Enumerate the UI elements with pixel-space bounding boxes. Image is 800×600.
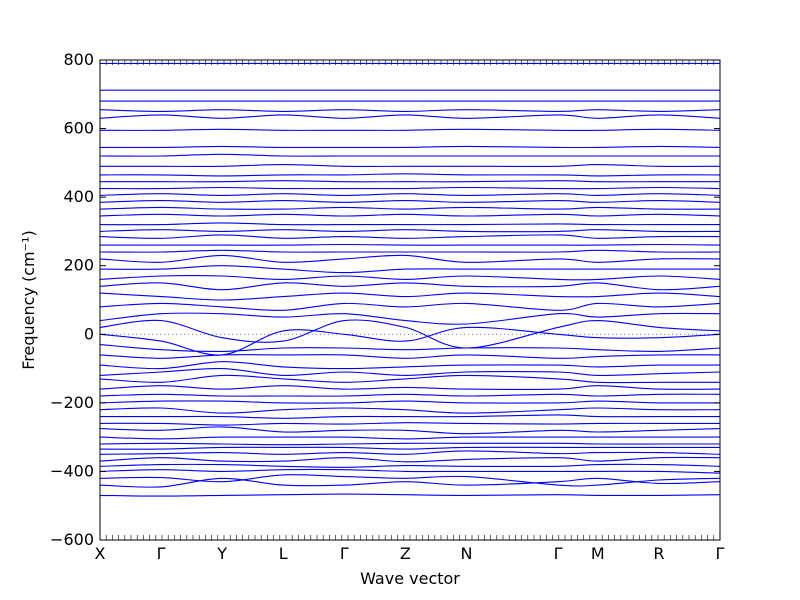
band-line-4: [100, 468, 720, 474]
band-line-40: [100, 193, 720, 196]
plot-frame: [99, 59, 721, 541]
band-line-3: [100, 474, 720, 487]
band-line-13: [100, 414, 720, 419]
y-tick-label: −200: [50, 393, 94, 412]
band-line-2: [100, 477, 720, 488]
band-line-44: [100, 164, 720, 167]
y-tick-label: 400: [63, 187, 94, 206]
band-line-33: [100, 243, 720, 246]
band-line-27: [100, 292, 720, 301]
band-line-8: [100, 446, 720, 450]
x-tick-label: Γ: [716, 544, 725, 563]
x-tick-label: X: [95, 544, 106, 563]
band-line-32: [100, 249, 720, 253]
band-line-11: [100, 426, 720, 435]
x-tick-label: Γ: [157, 544, 166, 563]
band-line-6: [100, 456, 720, 463]
band-line-15: [100, 400, 720, 404]
band-line-38: [100, 206, 720, 210]
band-line-43: [100, 173, 720, 177]
band-line-36: [100, 222, 720, 226]
band-line-46: [100, 145, 720, 149]
y-tick-label: −400: [50, 461, 94, 480]
band-line-10: [100, 436, 720, 440]
band-line-22: [100, 344, 720, 353]
band-line-18: [100, 374, 720, 384]
y-tick-label: 600: [63, 119, 94, 138]
band-line-28: [100, 282, 720, 291]
band-line-31: [100, 254, 720, 263]
y-tick-label: −600: [50, 530, 94, 549]
band-line-34: [100, 234, 720, 239]
band-line-39: [100, 200, 720, 203]
band-line-29: [100, 275, 720, 281]
band-line-21: [100, 354, 720, 359]
band-line-23: [100, 326, 720, 356]
band-line-9: [100, 442, 720, 446]
x-tick-label: L: [279, 544, 288, 563]
band-line-1: [100, 493, 720, 497]
band-line-25: [100, 312, 720, 325]
y-tick-label: 800: [63, 50, 94, 69]
band-line-42: [100, 180, 720, 183]
band-line-12: [100, 422, 720, 426]
band-line-20: [100, 361, 720, 370]
band-line-30: [100, 265, 720, 274]
x-tick-label: N: [461, 544, 473, 563]
x-tick-label: Z: [400, 544, 411, 563]
band-line-16: [100, 393, 720, 397]
x-tick-label: M: [591, 544, 605, 563]
band-line-17: [100, 385, 720, 390]
band-line-7: [100, 450, 720, 455]
x-axis-label: Wave vector: [360, 569, 460, 588]
x-tick-label: R: [653, 544, 664, 563]
band-line-24: [100, 319, 720, 349]
band-line-19: [100, 367, 720, 376]
band-line-5: [100, 463, 720, 468]
bands-layer: [100, 62, 720, 497]
y-axis-ticks: −600 −400 −200 0 200 400 600 800: [50, 50, 720, 549]
axes-layer: [99, 59, 721, 541]
band-line-35: [100, 229, 720, 233]
band-line-14: [100, 407, 720, 414]
y-tick-label: 200: [63, 256, 94, 275]
band-line-37: [100, 213, 720, 217]
band-line-26: [100, 302, 720, 311]
y-axis-label: Frequency (cm⁻¹): [19, 230, 38, 369]
x-tick-label: Γ: [554, 544, 563, 563]
x-tick-label: Y: [216, 544, 227, 563]
band-line-49: [100, 109, 720, 112]
band-line-48: [100, 114, 720, 119]
band-line-47: [100, 128, 720, 131]
band-line-41: [100, 186, 720, 190]
x-tick-label: Γ: [340, 544, 349, 563]
y-tick-label: 0: [84, 324, 94, 343]
band-line-45: [100, 153, 720, 157]
